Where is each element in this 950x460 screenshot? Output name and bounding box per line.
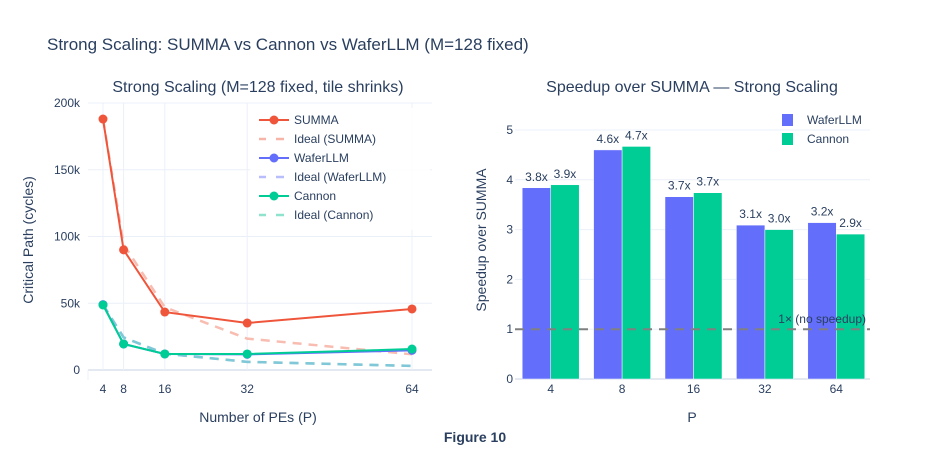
legend-label: Ideal (SUMMA) [294, 132, 376, 146]
left-series [98, 114, 417, 368]
right-x-tick-label: 8 [619, 382, 626, 396]
data-point-cannon [119, 339, 129, 349]
right-x-axis-label: P [687, 409, 696, 425]
bar-waferllm [593, 149, 623, 380]
data-point-summa [160, 307, 170, 317]
legend-label: WaferLLM [294, 151, 349, 165]
bar-cannon [621, 146, 651, 380]
left-grid [87, 102, 432, 380]
bar-value-label: 3.2x [811, 205, 834, 219]
data-point-cannon [407, 344, 417, 354]
legend-label: Ideal (WaferLLM) [294, 170, 386, 184]
bar-value-label: 3.9x [554, 167, 577, 181]
legend-swatch-waferllm [782, 114, 793, 126]
data-point-cannon [98, 300, 108, 310]
data-point-cannon [160, 349, 170, 359]
right-y-tick-label: 3 [506, 223, 513, 237]
data-point-cannon [242, 349, 252, 359]
bar-waferllm [807, 222, 837, 380]
bar-chart-speedup: Speedup over SUMMA — Strong Scaling 0123… [473, 79, 870, 425]
data-point-summa [242, 318, 252, 328]
left-y-tick-label: 50k [61, 296, 81, 310]
left-y-tick-label: 150k [54, 163, 81, 177]
left-x-ticks: 4 8 16 32 64 [100, 382, 419, 396]
left-chart-title: Strong Scaling (M=128 fixed, tile shrink… [112, 79, 403, 96]
data-point-summa [407, 304, 417, 314]
bar-value-label: 3.7x [668, 179, 691, 193]
bar-cannon [693, 192, 723, 380]
right-bars: 3.8x 3.9x 4.6x 4.7x 3.7x 3.7x 3.1x 3.0x 3.2x 2.9x [521, 128, 866, 380]
left-x-tick-label: 32 [241, 382, 255, 396]
figure-title: Strong Scaling: SUMMA vs Cannon vs Wafer… [47, 35, 529, 54]
right-x-tick-label: 32 [758, 382, 772, 396]
left-y-tick-label: 200k [54, 96, 81, 110]
legend-label: Cannon [807, 132, 849, 146]
legend-label: SUMMA [294, 113, 339, 127]
bar-value-label: 2.9x [839, 216, 862, 230]
right-x-tick-label: 16 [687, 382, 701, 396]
series-line-ideal-cannon [101, 304, 413, 368]
right-y-tick-label: 4 [506, 173, 513, 187]
bar-value-label: 3.1x [739, 207, 762, 221]
bar-cannon [550, 184, 580, 380]
bar-value-label: 3.7x [696, 175, 719, 189]
left-y-tick-label: 0 [73, 363, 80, 377]
data-point-summa [98, 114, 108, 124]
left-y-axis-label: Critical Path (cycles) [20, 176, 36, 304]
bar-waferllm [521, 187, 551, 380]
left-x-tick-label: 16 [158, 382, 172, 396]
left-x-tick-label: 8 [120, 382, 127, 396]
legend-swatch-cannon [782, 133, 793, 145]
legend-label: Cannon [294, 189, 336, 203]
data-point-summa [119, 245, 129, 255]
legend-marker [269, 115, 279, 125]
left-legend-background [250, 108, 430, 230]
baseline-reference: 1× (no speedup) [515, 312, 870, 331]
bar-waferllm [736, 224, 766, 380]
line-chart-strong-scaling: Strong Scaling (M=128 fixed, tile shrink… [20, 79, 432, 425]
figure-caption: Figure 10 [444, 429, 506, 445]
right-x-tick-label: 64 [830, 382, 844, 396]
right-y-tick-label: 5 [506, 123, 513, 137]
bar-value-label: 4.7x [625, 128, 648, 142]
legend-label: Ideal (Cannon) [294, 208, 373, 222]
bar-value-label: 3.0x [768, 212, 791, 226]
right-x-ticks: 4 8 16 32 64 [547, 382, 843, 396]
right-legend: WaferLLM Cannon [782, 113, 862, 146]
left-x-axis-label: Number of PEs (P) [199, 409, 316, 425]
bar-cannon [836, 233, 866, 380]
right-y-ticks: 0 1 2 3 4 5 [506, 123, 513, 386]
right-chart-title: Speedup over SUMMA — Strong Scaling [546, 79, 838, 96]
right-x-tick-label: 4 [547, 382, 554, 396]
bar-waferllm [664, 196, 694, 380]
bar-value-label: 3.8x [525, 170, 548, 184]
left-y-tick-label: 100k [54, 230, 81, 244]
right-y-tick-label: 1 [506, 322, 513, 336]
left-y-ticks: 0 50k 100k 150k 200k [54, 96, 81, 377]
right-y-axis-label: Speedup over SUMMA [473, 168, 489, 312]
left-legend: SUMMA Ideal (SUMMA) WaferLLM Ideal (WaferLL… [250, 108, 430, 230]
right-y-tick-label: 2 [506, 272, 513, 286]
bar-cannon [764, 229, 794, 380]
right-y-tick-label: 0 [506, 372, 513, 386]
legend-label: WaferLLM [807, 113, 862, 127]
left-x-tick-label: 4 [100, 382, 107, 396]
baseline-label: 1× (no speedup) [778, 312, 866, 326]
legend-marker [269, 153, 279, 163]
bar-value-label: 4.6x [597, 132, 620, 146]
left-x-tick-label: 64 [405, 382, 419, 396]
legend-marker [269, 191, 279, 201]
